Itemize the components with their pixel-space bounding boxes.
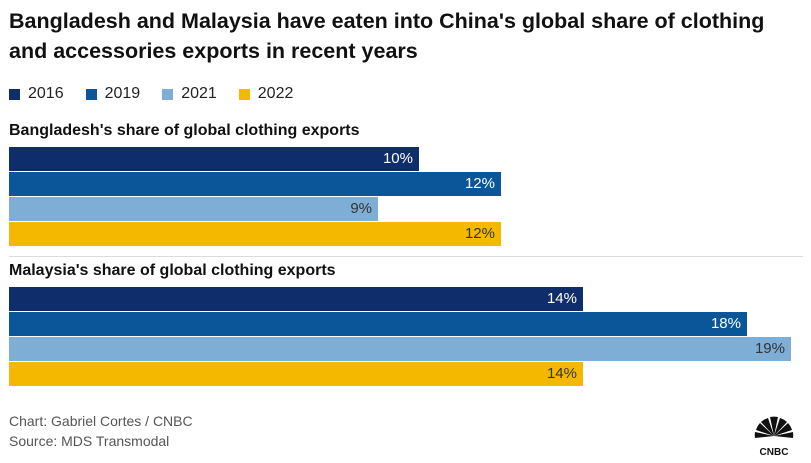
bar-2021: 9% [9,197,378,221]
legend-item-2022: 2022 [238,84,294,104]
legend: 2016 2019 2021 2022 [9,84,315,104]
legend-swatch [85,88,97,100]
legend-label: 2022 [257,85,294,102]
bar-value-label: 9% [350,200,372,217]
legend-item-2021: 2021 [162,84,217,104]
panel-title-bangladesh: Bangladesh's share of global clothing ex… [9,122,360,139]
legend-swatch [9,88,20,100]
bar-value-label: 19% [754,340,785,357]
bar-2019: 18% [9,312,747,336]
cnbc-peacock-icon: CNBC [754,416,794,458]
chart-credit: Chart: Gabriel Cortes / CNBC [9,413,193,429]
chart-source: Source: MDS Transmodal [9,433,170,449]
legend-swatch [162,88,174,100]
bar-2022: 12% [9,222,501,246]
bar-2022: 14% [9,362,583,386]
panel-separator [9,256,803,257]
bar-value-label: 18% [710,315,741,332]
bar-2021: 19% [9,337,791,361]
legend-item-2019: 2019 [85,84,141,104]
bar-2019: 12% [9,172,501,196]
logo-text: CNBC [760,447,789,458]
chart-title: Bangladesh and Malaysia have eaten into … [9,9,765,63]
bar-value-label: 14% [546,365,577,382]
legend-label: 2016 [28,85,64,102]
legend-label: 2021 [181,85,217,102]
bar-value-label: 12% [464,225,495,242]
legend-label: 2019 [104,85,141,102]
legend-swatch [238,88,250,100]
bar-2016: 10% [9,147,419,171]
bar-value-label: 10% [382,150,413,167]
bar-value-label: 14% [546,290,577,307]
bar-2016: 14% [9,287,583,311]
panel-title-malaysia: Malaysia's share of global clothing expo… [9,262,336,279]
bar-value-label: 12% [464,175,495,192]
legend-item-2016: 2016 [9,84,64,104]
